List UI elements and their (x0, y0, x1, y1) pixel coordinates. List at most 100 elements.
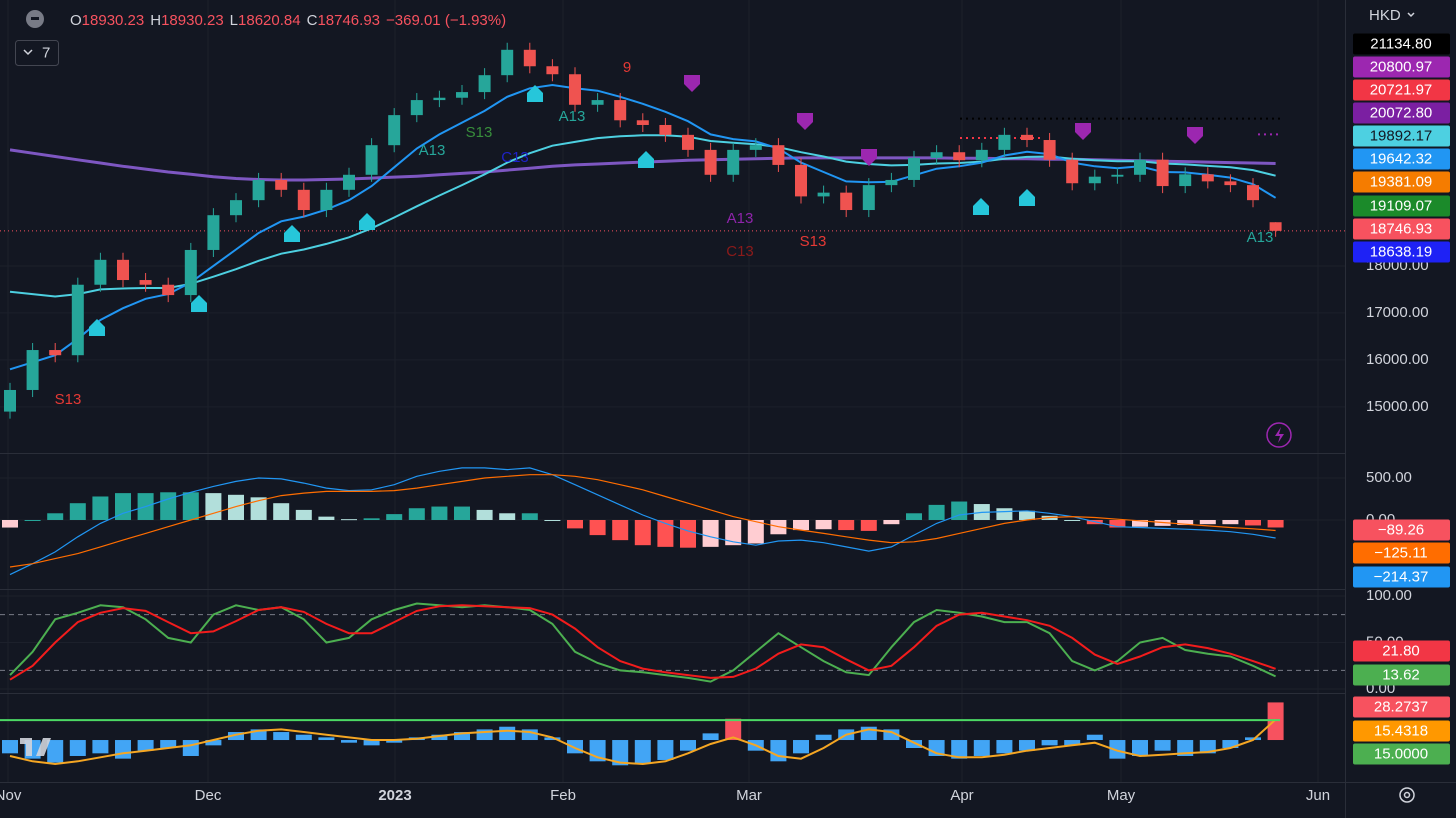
candle-body (252, 179, 265, 201)
histogram-bar (92, 496, 109, 520)
histogram-bar (295, 734, 312, 741)
histogram-bar (906, 513, 922, 520)
histogram-bar (386, 740, 403, 743)
sell-marker (1187, 127, 1203, 144)
candle-body (636, 120, 649, 125)
ohlc-label: O (70, 12, 82, 29)
y-tick-label: 500.00 (1366, 469, 1412, 486)
histogram-bar (1245, 519, 1261, 526)
histogram-bar (680, 740, 696, 751)
candle-body (320, 189, 333, 211)
candle-body (139, 280, 152, 285)
price-tag-label: 20072.80 (1370, 104, 1433, 121)
candle-body (297, 189, 310, 211)
price-tag (1353, 218, 1450, 240)
histogram-bar (69, 503, 86, 520)
histogram-bar (951, 740, 968, 759)
sell-marker (1075, 123, 1091, 140)
x-tick-label: 2023 (378, 787, 411, 804)
y-tick-label: 15000.00 (1366, 398, 1429, 415)
histogram-bar (182, 492, 199, 520)
histogram-bar (1199, 740, 1216, 754)
sell-marker (861, 149, 877, 166)
histogram-bar (228, 732, 244, 741)
symbol-icon-bar (31, 17, 39, 20)
y-tick-label: 16000.00 (1366, 351, 1429, 368)
candle-body (523, 49, 536, 67)
histogram-bar (1086, 734, 1103, 741)
histogram-bar (1267, 702, 1284, 741)
candle-body (704, 149, 717, 175)
histogram-bar (634, 519, 651, 546)
histogram-bar (1154, 740, 1171, 751)
x-tick-label: Nov (0, 787, 22, 804)
histogram-bar (634, 740, 651, 764)
candle-body (659, 124, 672, 135)
settings-icon[interactable] (1399, 787, 1415, 803)
annotation: S13 (466, 124, 493, 141)
x-tick-label: Mar (736, 787, 762, 804)
candle-body (1043, 140, 1056, 160)
ohlc-label: C (307, 12, 318, 29)
histogram-bar (182, 740, 199, 756)
currency[interactable]: HKD (1369, 7, 1401, 24)
histogram-bar (860, 519, 877, 531)
histogram-bar (295, 509, 312, 520)
candle-body (71, 284, 84, 356)
alert-icon[interactable] (1266, 422, 1292, 448)
annotation: C13 (501, 149, 529, 166)
histogram-bar (408, 508, 425, 520)
line (9, 134, 1276, 298)
histogram-bar (454, 732, 470, 741)
histogram-bar (770, 740, 787, 762)
histogram-bar (250, 497, 267, 520)
candle-body (230, 200, 242, 216)
histogram-bar (363, 740, 380, 746)
price-tag-label: 19642.32 (1370, 150, 1433, 167)
histogram-bar (1222, 519, 1239, 525)
histogram-bar (431, 734, 448, 741)
indicators-toggle[interactable] (15, 40, 59, 66)
histogram-bar (680, 519, 696, 548)
price-tag-label: 18746.93 (1370, 220, 1433, 237)
candle-body (456, 92, 468, 98)
sell-marker (684, 75, 700, 92)
histogram-bar (521, 729, 538, 741)
candle-body (682, 134, 694, 150)
y-tick-label: 100.00 (1366, 587, 1412, 604)
histogram-bar (1019, 740, 1035, 751)
candle-body (184, 249, 197, 296)
line (9, 718, 1277, 766)
candle-body (975, 149, 988, 161)
histogram-bar (702, 519, 719, 547)
histogram-bar (273, 732, 290, 741)
candle-body (4, 389, 16, 412)
x-tick-label: May (1107, 787, 1136, 804)
histogram-bar (747, 519, 764, 544)
indicator-count: 7 (42, 44, 50, 61)
price-tag-label: 19381.09 (1370, 173, 1433, 190)
x-tick-label: Dec (195, 787, 222, 804)
annotation: S13 (55, 391, 82, 408)
histogram-bar (1064, 740, 1081, 746)
histogram-bar (160, 492, 177, 520)
ohlc-value: 18620.84 (238, 12, 301, 29)
price-tag-label: 28.2737 (1374, 698, 1428, 715)
candle-body (1021, 134, 1033, 141)
price-tag (1353, 79, 1450, 101)
histogram-bar (1267, 519, 1284, 528)
histogram-bar (47, 740, 64, 763)
logo (20, 738, 51, 756)
plot: S13 A13 S13 C13 A13 9 A13 C13 S13 A13 (0, 42, 1345, 766)
line (9, 83, 1277, 371)
histogram-bar (1199, 519, 1216, 525)
histogram-bar (1109, 519, 1126, 528)
histogram-bar (612, 519, 629, 541)
x-tick-label: Feb (550, 787, 576, 804)
price-tag-label: 18638.19 (1370, 243, 1433, 260)
histogram-bar (883, 519, 900, 525)
ohlc-header: O18930.23 H18930.23 L18620.84 C18746.93 −369… (70, 12, 506, 29)
x-tick-label: Apr (950, 787, 973, 804)
histogram-bar (69, 740, 86, 756)
x-tick-label: Jun (1306, 787, 1330, 804)
